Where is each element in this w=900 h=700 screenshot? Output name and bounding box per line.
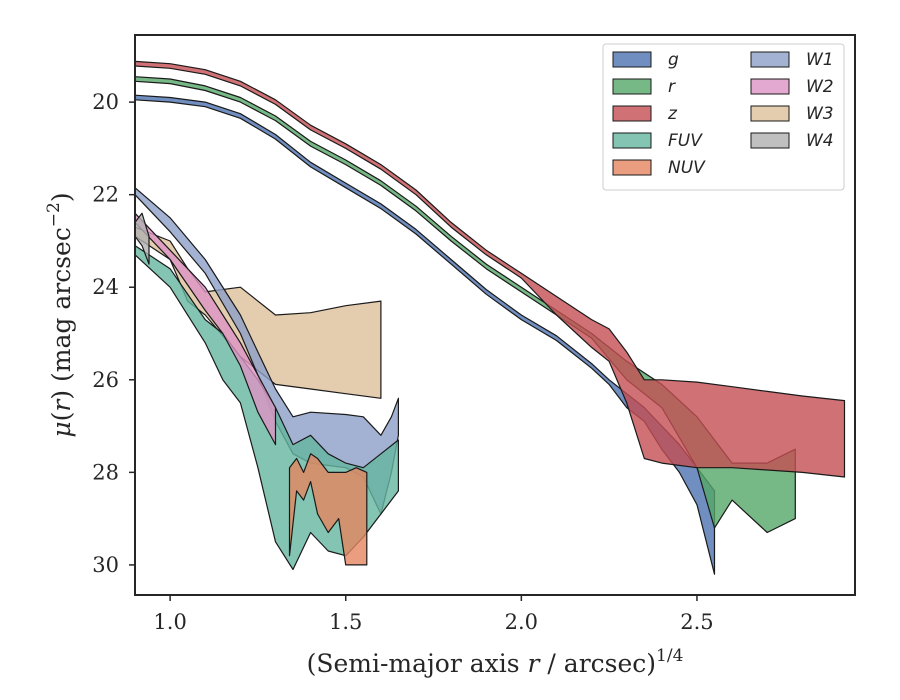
legend-swatch-w2 [750, 78, 790, 95]
legend-swatch-fuv [612, 132, 652, 149]
y-tick-label: 30 [92, 553, 119, 577]
x-tick-label: 1.5 [329, 610, 362, 634]
legend-label-fuv: FUV [668, 131, 703, 151]
legend-swatch-r [612, 78, 652, 95]
legend-label-z: z [667, 104, 678, 124]
y-tick-label: 22 [92, 183, 119, 207]
plot-frame [134, 34, 856, 596]
legend-label-nuv: NUV [668, 158, 706, 178]
series-areas [135, 60, 846, 575]
legend-label-w4: W4 [806, 131, 834, 151]
x-ticks: 1.0 1.5 2.0 2.5 [153, 595, 714, 634]
legend-swatch-g [612, 51, 652, 68]
band-nuv [288, 453, 368, 566]
legend-items: grz FUV NUV W1 W2 W3 W4 [612, 50, 834, 178]
band-w4 [135, 212, 150, 265]
x-tick-label: 1.0 [153, 610, 186, 634]
legend-label-g: g [668, 50, 679, 70]
band-w1 [135, 187, 399, 515]
legend-label-w1: W1 [806, 50, 834, 70]
legend-label-w2: W2 [806, 77, 834, 97]
y-tick-label: 26 [92, 368, 119, 392]
legend-swatch-w1 [750, 51, 790, 68]
y-ticks: 20 22 24 26 28 30 [92, 90, 135, 577]
y-tick-label: 24 [92, 275, 119, 299]
legend-label-w3: W3 [806, 104, 834, 124]
x-tick-label: 2.0 [505, 610, 538, 634]
band-r [135, 76, 796, 534]
y-tick-label: 20 [92, 90, 119, 114]
band-g [135, 94, 716, 575]
y-axis-title: μ(r) (mag arcsec−2) [44, 192, 76, 437]
y-tick-label: 28 [92, 460, 119, 484]
legend-label-r: r [668, 77, 676, 97]
legend-swatch-w3 [750, 105, 790, 122]
legend-swatch-z [612, 105, 652, 122]
band-z [135, 60, 846, 478]
legend-swatch-nuv [612, 159, 652, 176]
x-axis-title: (Semi-major axis r / arcsec)1/4 [307, 646, 684, 678]
x-tick-label: 2.5 [680, 610, 713, 634]
legend: grz FUV NUV W1 W2 W3 W4 [602, 43, 845, 191]
legend-swatch-w4 [750, 132, 790, 149]
